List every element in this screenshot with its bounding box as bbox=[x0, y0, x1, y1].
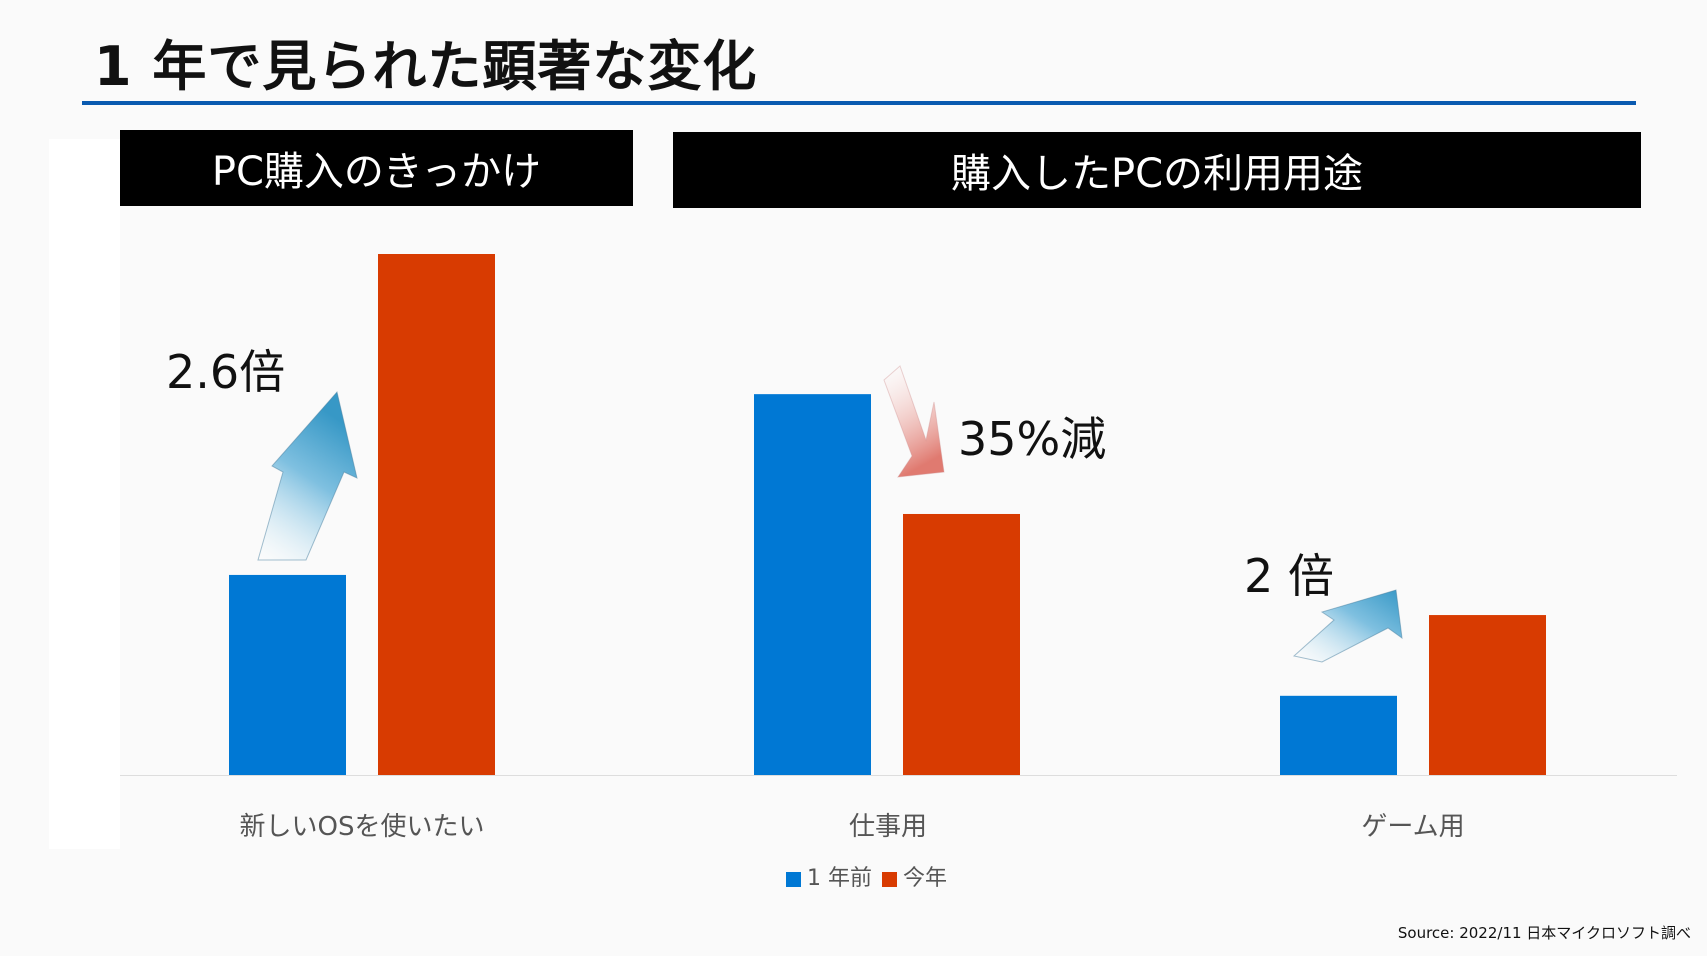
legend-item-prev-year: 1 年前 bbox=[786, 860, 872, 892]
annotation-35-percent-decrease: 35%減 bbox=[958, 412, 1107, 466]
annotation-2-6x: 2.6倍 bbox=[166, 345, 286, 399]
bar-this-year-2 bbox=[1429, 615, 1546, 775]
bar-prev-year-1 bbox=[754, 394, 871, 775]
legend-swatch bbox=[786, 871, 801, 887]
bar-prev-year-2 bbox=[1280, 695, 1397, 775]
page-title: 1 年で見られた顕著な変化 bbox=[94, 35, 758, 98]
legend-item-this-year: 今年 bbox=[882, 860, 947, 892]
legend: 1 年前 今年 bbox=[786, 860, 947, 892]
bar-this-year-0 bbox=[378, 254, 495, 775]
section-header-usage: 購入したPCの利用用途 bbox=[673, 132, 1641, 208]
category-label: 新しいOSを使いたい bbox=[239, 812, 485, 842]
down-arrow-icon bbox=[883, 365, 945, 478]
category-label: ゲーム用 bbox=[1361, 812, 1465, 842]
up-right-arrow-icon bbox=[1292, 589, 1403, 663]
bar-this-year-1 bbox=[903, 513, 1020, 775]
up-arrow-icon bbox=[257, 390, 358, 561]
legend-label: 今年 bbox=[903, 866, 948, 891]
source-note: Source: 2022/11 日本マイクロソフト調べ bbox=[1397, 924, 1691, 942]
title-underline bbox=[82, 101, 1636, 105]
category-label: 仕事用 bbox=[848, 812, 928, 842]
left-panel bbox=[49, 139, 120, 849]
bar-prev-year-0 bbox=[229, 574, 346, 775]
annotation-2x: 2 倍 bbox=[1244, 549, 1334, 603]
legend-swatch bbox=[882, 871, 897, 887]
section-header-purchase-reason: PC購入のきっかけ bbox=[120, 130, 633, 206]
legend-label: 1 年前 bbox=[807, 866, 872, 891]
